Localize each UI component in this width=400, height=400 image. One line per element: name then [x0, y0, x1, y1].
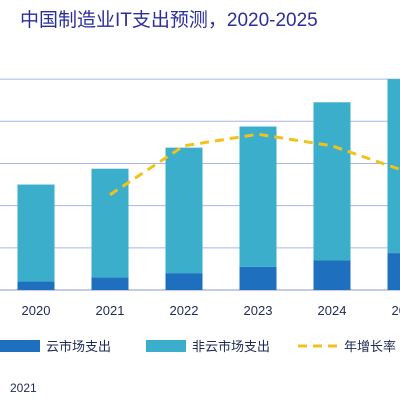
- bar-cloud-2021: [91, 277, 129, 290]
- x-tick-label: 2022: [170, 303, 199, 318]
- bar-noncloud-2021: [91, 168, 129, 278]
- bar-noncloud-2024: [313, 102, 351, 261]
- bar-cloud-2022: [165, 273, 203, 290]
- legend-label: 非云市场支出: [192, 339, 270, 354]
- bar-noncloud-2022: [165, 147, 203, 274]
- bar-cloud-2023: [239, 266, 277, 290]
- bar-noncloud-2020: [17, 184, 55, 282]
- x-tick-label: 2025: [392, 303, 400, 318]
- bar-cloud-2024: [313, 260, 351, 290]
- bar-cloud-2020: [17, 281, 55, 290]
- legend-label: 云市场支出: [46, 339, 111, 354]
- chart-title: 中国制造业IT支出预测，2020-2025: [20, 10, 318, 31]
- x-tick-label: 2020: [22, 303, 51, 318]
- x-tick-label: 2021: [96, 303, 125, 318]
- footer-note: 2021: [10, 381, 37, 395]
- legend-swatch-1: [146, 340, 186, 352]
- x-tick-label: 2023: [244, 303, 273, 318]
- bar-noncloud-2023: [239, 126, 277, 267]
- legend-swatch-0: [0, 340, 40, 352]
- bar-cloud-2025: [387, 253, 400, 290]
- legend-label: 年增长率: [344, 339, 396, 354]
- x-tick-label: 2024: [318, 303, 347, 318]
